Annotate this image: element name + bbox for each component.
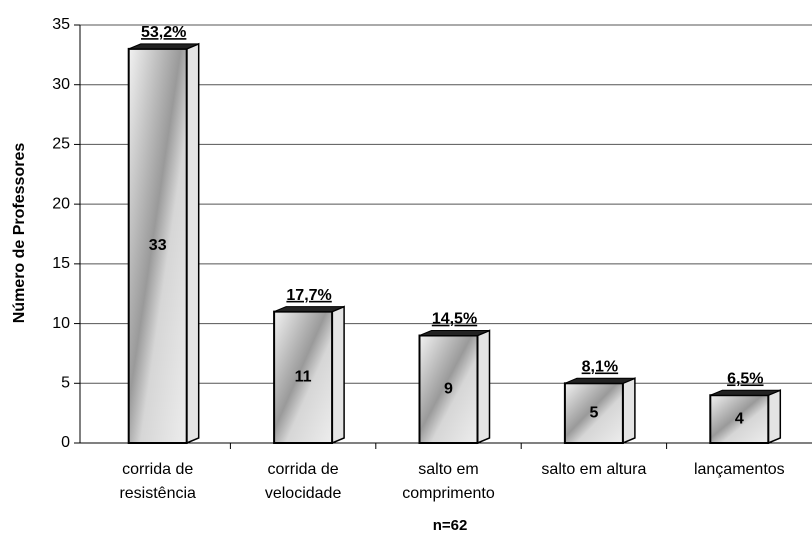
- bar: [709, 394, 770, 445]
- x-tick-label: salto em altura: [541, 461, 646, 478]
- percent-label: 6,5%: [727, 370, 763, 387]
- value-label: 9: [444, 380, 453, 397]
- value-label: 5: [589, 404, 598, 421]
- y-tick-label: 15: [52, 255, 70, 272]
- y-tick-label: 35: [52, 16, 70, 33]
- bar: [418, 334, 479, 444]
- percent-label: 14,5%: [432, 311, 477, 328]
- y-tick-label: 25: [52, 136, 70, 153]
- value-label: 33: [149, 237, 167, 254]
- bar-top: [564, 377, 636, 384]
- x-tick-label: salto em comprimento: [402, 461, 495, 502]
- y-tick-label: 20: [52, 195, 70, 212]
- x-tick-label: corrida de resistência: [119, 461, 196, 502]
- bar: [273, 310, 334, 444]
- bar-top: [273, 306, 345, 313]
- bar-top: [710, 389, 781, 396]
- value-label: 11: [295, 369, 312, 386]
- y-tick-label: 30: [52, 76, 70, 93]
- bar-side: [767, 389, 782, 445]
- x-tick-label: lançamentos: [694, 461, 785, 478]
- bar-side: [622, 377, 636, 445]
- x-tick-label: corrida de velocidade: [265, 461, 342, 502]
- x-axis-label: n=62: [433, 517, 468, 534]
- bar-top: [128, 43, 199, 50]
- bar-side: [476, 329, 491, 445]
- value-label: 4: [735, 410, 744, 427]
- percent-label: 53,2%: [141, 24, 186, 41]
- bar-top: [419, 330, 490, 337]
- y-tick-label: 0: [61, 434, 70, 451]
- bar-side: [331, 305, 345, 445]
- percent-label: 8,1%: [582, 359, 618, 376]
- y-axis-label: Número de Professores: [11, 143, 28, 324]
- y-tick-label: 5: [61, 375, 70, 392]
- y-tick-label: 10: [52, 315, 70, 332]
- bar-side: [185, 42, 200, 445]
- percent-label: 17,7%: [286, 287, 331, 304]
